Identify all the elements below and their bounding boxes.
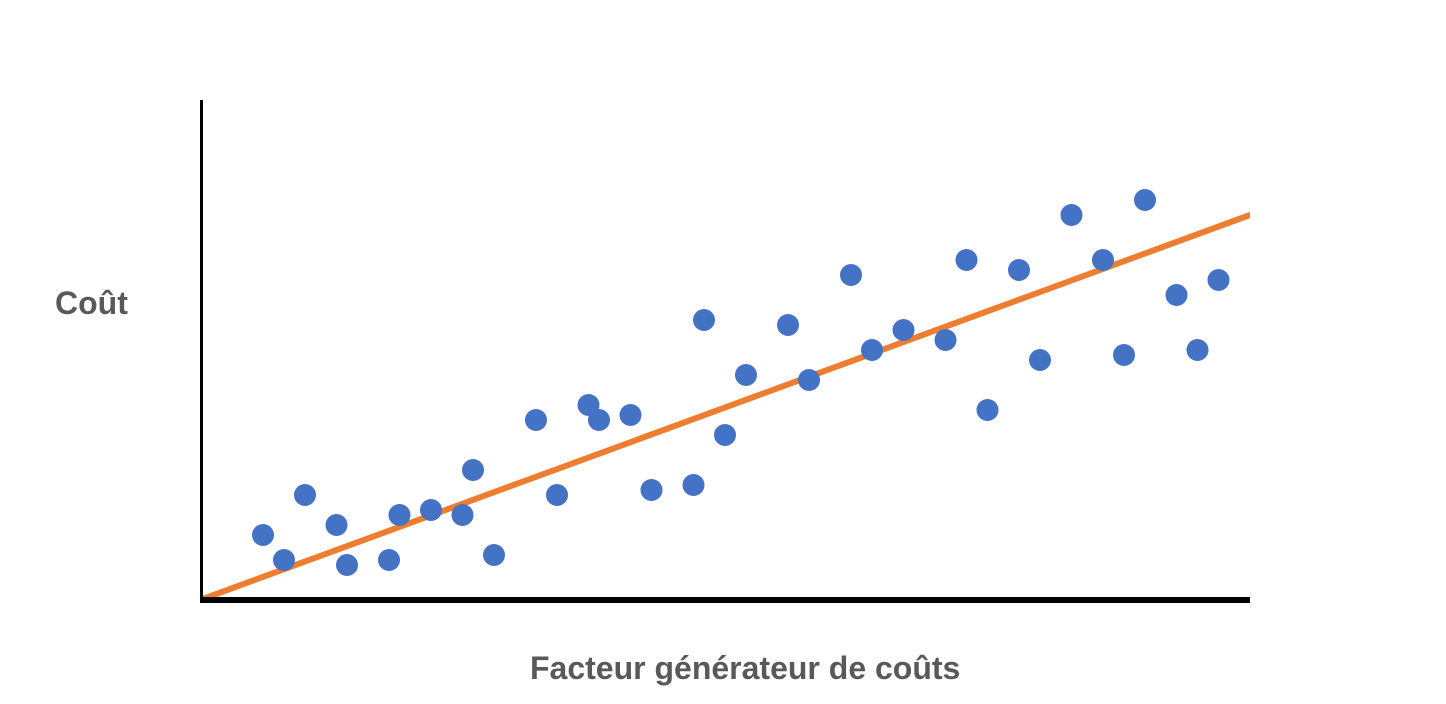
- data-point: [483, 544, 505, 566]
- data-point: [620, 404, 642, 426]
- data-point: [1166, 284, 1188, 306]
- data-point: [378, 549, 400, 571]
- data-point: [956, 249, 978, 271]
- data-point: [1029, 349, 1051, 371]
- data-point: [546, 484, 568, 506]
- data-point: [693, 309, 715, 331]
- y-axis-label: Coût: [55, 285, 128, 322]
- data-point: [420, 499, 442, 521]
- data-point: [714, 424, 736, 446]
- data-point: [1113, 344, 1135, 366]
- data-point: [777, 314, 799, 336]
- data-point: [588, 409, 610, 431]
- data-point: [683, 474, 705, 496]
- data-point: [462, 459, 484, 481]
- chart-svg: [200, 100, 1250, 610]
- data-point: [977, 399, 999, 421]
- scatter-chart: [200, 100, 1250, 600]
- data-point: [273, 549, 295, 571]
- data-point: [1187, 339, 1209, 361]
- data-point: [861, 339, 883, 361]
- data-point: [525, 409, 547, 431]
- data-point: [935, 329, 957, 351]
- data-point: [336, 554, 358, 576]
- data-point: [840, 264, 862, 286]
- data-point: [1061, 204, 1083, 226]
- data-point: [893, 319, 915, 341]
- data-point: [252, 524, 274, 546]
- data-point: [326, 514, 348, 536]
- data-point: [389, 504, 411, 526]
- data-point: [294, 484, 316, 506]
- data-point: [1134, 189, 1156, 211]
- regression-line: [200, 215, 1250, 600]
- x-axis-label: Facteur générateur de coûts: [530, 650, 960, 687]
- data-point: [1008, 259, 1030, 281]
- data-point: [798, 369, 820, 391]
- data-point: [452, 504, 474, 526]
- data-point: [641, 479, 663, 501]
- data-point: [1208, 269, 1230, 291]
- data-point: [735, 364, 757, 386]
- data-point: [1092, 249, 1114, 271]
